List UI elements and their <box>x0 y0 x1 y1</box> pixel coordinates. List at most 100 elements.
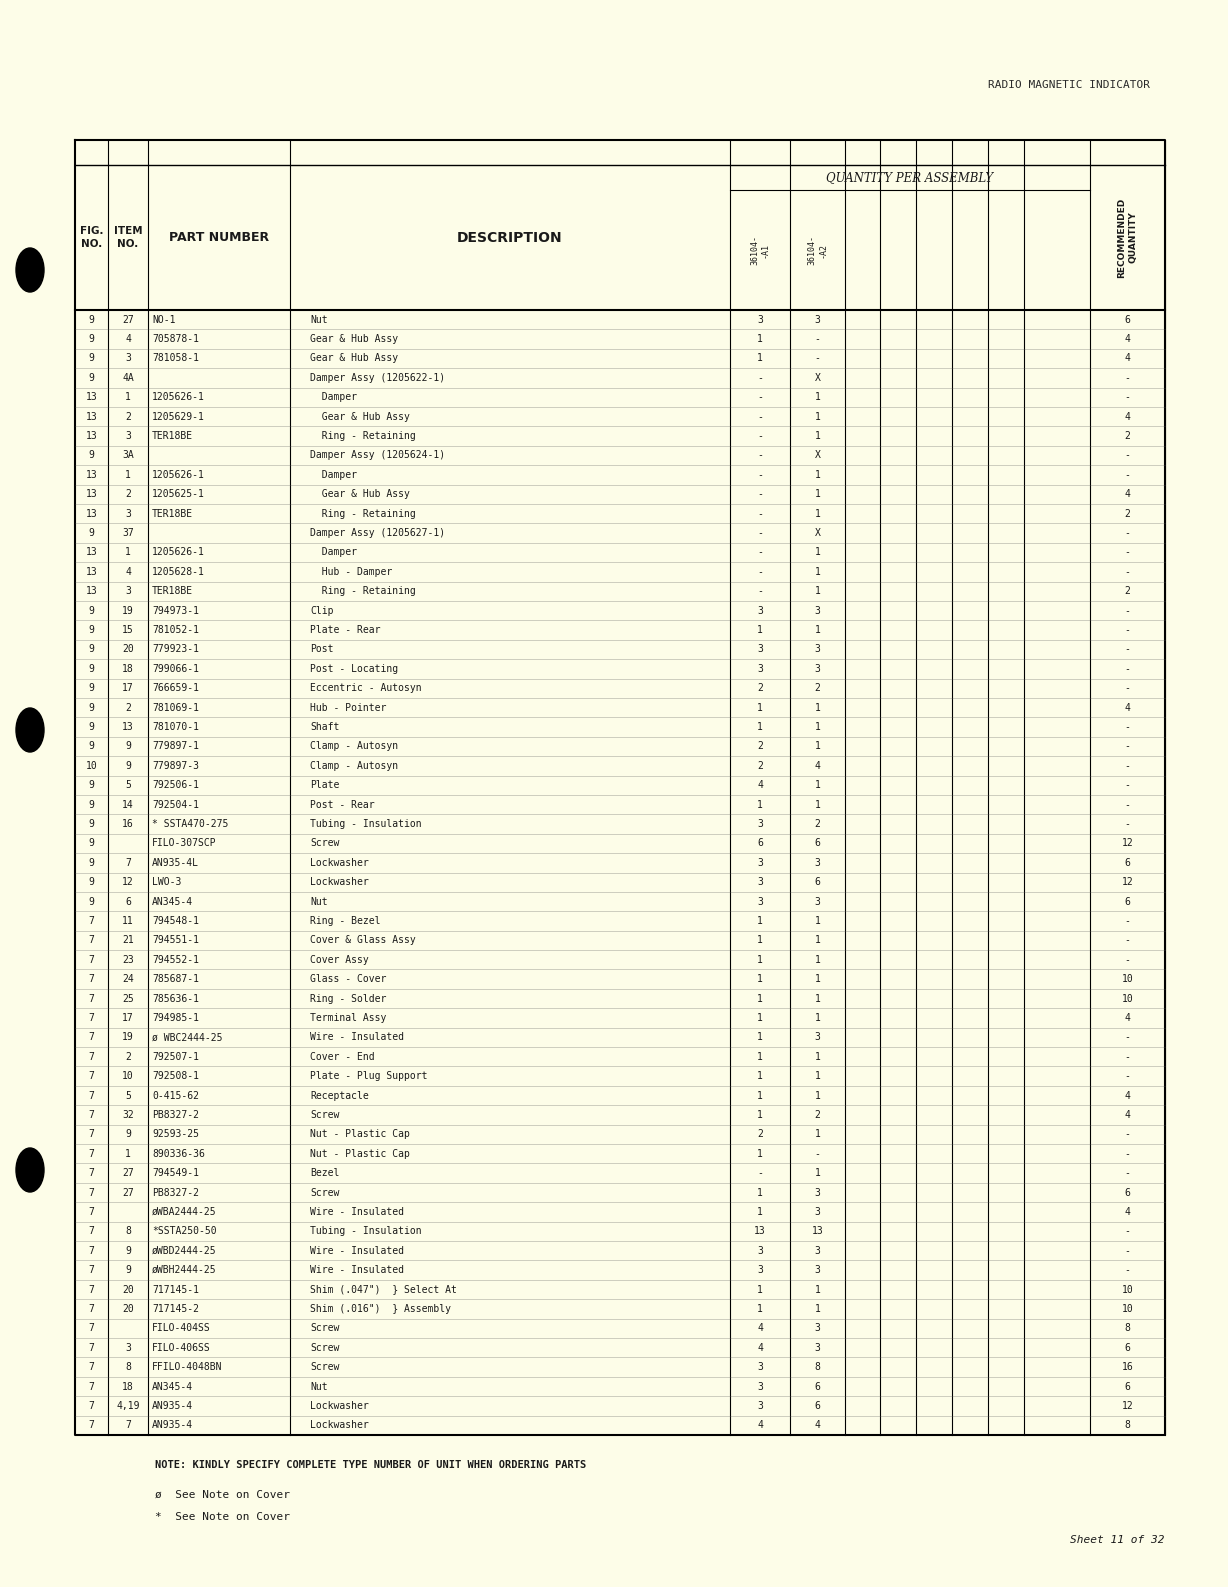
Text: 12: 12 <box>1121 838 1133 849</box>
Text: 13: 13 <box>86 489 97 500</box>
Text: 792508-1: 792508-1 <box>152 1071 199 1081</box>
Text: 1: 1 <box>814 625 820 635</box>
Text: TER18BE: TER18BE <box>152 509 193 519</box>
Text: 9: 9 <box>88 663 95 674</box>
Text: 9: 9 <box>88 451 95 460</box>
Text: 4,19: 4,19 <box>117 1401 140 1411</box>
Text: Receptacle: Receptacle <box>309 1090 368 1100</box>
Text: -: - <box>1125 1071 1131 1081</box>
Text: 4: 4 <box>1125 335 1131 344</box>
Text: Damper Assy (1205624-1): Damper Assy (1205624-1) <box>309 451 445 460</box>
Text: 4: 4 <box>1125 1208 1131 1217</box>
Text: -: - <box>758 1168 763 1178</box>
Text: -: - <box>758 373 763 382</box>
Text: 27: 27 <box>122 314 134 325</box>
Text: 92593-25: 92593-25 <box>152 1130 199 1139</box>
Text: 3: 3 <box>814 663 820 674</box>
Text: -: - <box>1125 741 1131 751</box>
Text: Wire - Insulated: Wire - Insulated <box>309 1208 404 1217</box>
Text: Cover Assy: Cover Assy <box>309 955 368 965</box>
Text: -: - <box>758 528 763 538</box>
Text: 1: 1 <box>814 955 820 965</box>
Text: 9: 9 <box>88 800 95 809</box>
Text: 8: 8 <box>814 1362 820 1373</box>
Text: 7: 7 <box>88 1227 95 1236</box>
Text: Screw: Screw <box>309 1187 339 1198</box>
Text: 9: 9 <box>88 528 95 538</box>
Text: Shaft: Shaft <box>309 722 339 732</box>
Text: -: - <box>1125 781 1131 790</box>
Text: 1: 1 <box>814 1071 820 1081</box>
Text: 1: 1 <box>758 1090 763 1100</box>
Text: 1: 1 <box>814 509 820 519</box>
Text: * SSTA470-275: * SSTA470-275 <box>152 819 228 828</box>
Text: 9: 9 <box>88 878 95 887</box>
Text: X: X <box>814 528 820 538</box>
Text: 9: 9 <box>88 335 95 344</box>
Text: 4: 4 <box>758 1343 763 1352</box>
Text: Gear & Hub Assy: Gear & Hub Assy <box>309 335 398 344</box>
Text: 9: 9 <box>88 859 95 868</box>
Text: -: - <box>1125 1149 1131 1159</box>
Text: 794552-1: 794552-1 <box>152 955 199 965</box>
Text: 7: 7 <box>88 974 95 984</box>
Text: 3: 3 <box>758 859 763 868</box>
Text: 2: 2 <box>125 1052 131 1062</box>
Text: 7: 7 <box>88 1130 95 1139</box>
Text: 6: 6 <box>1125 859 1131 868</box>
Text: 779897-1: 779897-1 <box>152 741 199 751</box>
Text: 25: 25 <box>122 993 134 1003</box>
Text: 4: 4 <box>1125 489 1131 500</box>
Text: 7: 7 <box>88 1052 95 1062</box>
Text: 6: 6 <box>814 838 820 849</box>
Text: 3: 3 <box>814 644 820 654</box>
Text: ø WBC2444-25: ø WBC2444-25 <box>152 1033 222 1043</box>
Text: Clip: Clip <box>309 606 334 616</box>
Text: 4: 4 <box>1125 1090 1131 1100</box>
Text: 3: 3 <box>758 819 763 828</box>
Text: 6: 6 <box>1125 1343 1131 1352</box>
Text: Clamp - Autosyn: Clamp - Autosyn <box>309 760 398 771</box>
Text: 19: 19 <box>122 1033 134 1043</box>
Text: RECOMMENDED
QUANTITY: RECOMMENDED QUANTITY <box>1117 197 1137 278</box>
Text: 1205626-1: 1205626-1 <box>152 548 205 557</box>
Text: 9: 9 <box>88 314 95 325</box>
Text: Plate - Rear: Plate - Rear <box>309 625 381 635</box>
Text: -: - <box>1125 935 1131 946</box>
Text: 1205625-1: 1205625-1 <box>152 489 205 500</box>
Ellipse shape <box>16 1147 44 1192</box>
Text: Gear & Hub Assy: Gear & Hub Assy <box>309 354 398 363</box>
Text: 9: 9 <box>88 354 95 363</box>
Text: 7: 7 <box>88 1343 95 1352</box>
Text: 1: 1 <box>814 703 820 713</box>
Text: 3: 3 <box>125 509 131 519</box>
Text: 6: 6 <box>125 897 131 906</box>
Text: 21: 21 <box>122 935 134 946</box>
Text: Screw: Screw <box>309 1109 339 1120</box>
Text: Post: Post <box>309 644 334 654</box>
Text: 3: 3 <box>814 1033 820 1043</box>
Text: 1: 1 <box>814 935 820 946</box>
Text: 7: 7 <box>125 859 131 868</box>
Text: 1: 1 <box>758 722 763 732</box>
Text: Lockwasher: Lockwasher <box>309 878 368 887</box>
Text: 12: 12 <box>122 878 134 887</box>
Text: 9: 9 <box>125 741 131 751</box>
Text: 18: 18 <box>122 1382 134 1392</box>
Text: -: - <box>814 1149 820 1159</box>
Text: 1: 1 <box>814 781 820 790</box>
Text: 6: 6 <box>814 1401 820 1411</box>
Text: 1: 1 <box>758 993 763 1003</box>
Text: AN935-4: AN935-4 <box>152 1401 193 1411</box>
Text: RADIO MAGNETIC INDICATOR: RADIO MAGNETIC INDICATOR <box>989 79 1149 90</box>
Text: 9: 9 <box>88 897 95 906</box>
Text: 3: 3 <box>125 586 131 597</box>
Text: -: - <box>1125 760 1131 771</box>
Text: -: - <box>758 432 763 441</box>
Text: Glass - Cover: Glass - Cover <box>309 974 387 984</box>
Text: -: - <box>1125 1227 1131 1236</box>
Text: 794548-1: 794548-1 <box>152 916 199 925</box>
Text: 6: 6 <box>1125 1382 1131 1392</box>
Text: Hub - Damper: Hub - Damper <box>309 567 392 576</box>
Text: FILO-406SS: FILO-406SS <box>152 1343 211 1352</box>
